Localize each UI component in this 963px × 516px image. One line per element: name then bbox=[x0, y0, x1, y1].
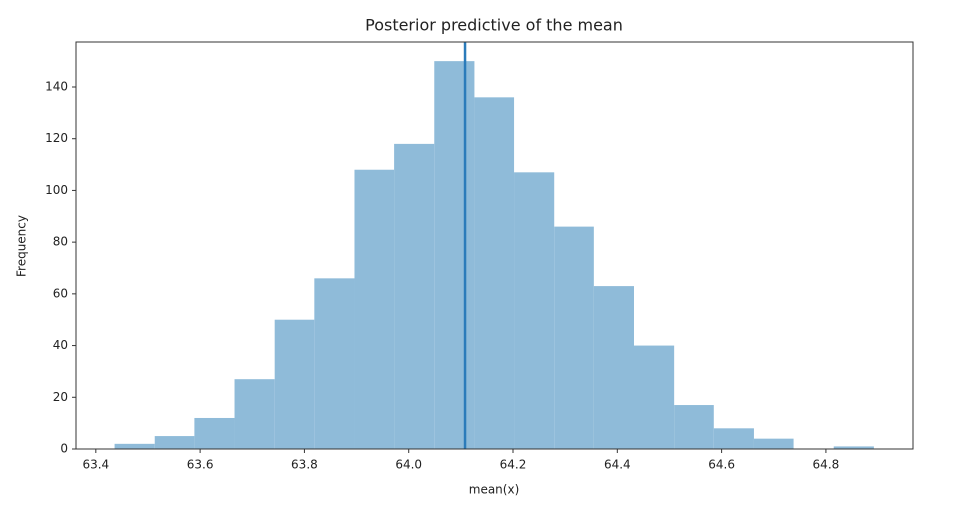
bar bbox=[833, 446, 874, 449]
bar bbox=[593, 286, 634, 449]
y-tick-label: 100 bbox=[45, 183, 68, 197]
x-tick-label: 64.6 bbox=[708, 458, 735, 472]
y-tick-label: 80 bbox=[53, 235, 68, 249]
x-tick-label: 64.2 bbox=[500, 458, 527, 472]
chart-title: Posterior predictive of the mean bbox=[365, 16, 623, 35]
x-axis-label: mean(x) bbox=[469, 483, 520, 497]
bar bbox=[674, 405, 714, 449]
x-tick-label: 63.8 bbox=[291, 458, 318, 472]
y-tick-label: 120 bbox=[45, 131, 68, 145]
bar bbox=[753, 438, 794, 449]
x-tick-label: 64.8 bbox=[813, 458, 840, 472]
bar bbox=[474, 97, 515, 449]
y-tick-label: 20 bbox=[53, 390, 68, 404]
bar bbox=[634, 345, 675, 449]
bar bbox=[713, 428, 754, 449]
y-axis-label: Frequency bbox=[15, 215, 29, 277]
x-tick-label: 64.0 bbox=[395, 458, 422, 472]
bar bbox=[554, 226, 594, 449]
bar bbox=[194, 417, 235, 449]
x-tick-label: 63.6 bbox=[187, 458, 214, 472]
bar bbox=[354, 169, 395, 449]
bar bbox=[314, 278, 355, 449]
y-tick-label: 60 bbox=[53, 286, 68, 300]
bar bbox=[114, 443, 155, 449]
y-tick-label: 40 bbox=[53, 338, 68, 352]
bar bbox=[514, 172, 555, 449]
bar bbox=[234, 379, 275, 449]
x-tick-label: 64.4 bbox=[604, 458, 631, 472]
bar bbox=[274, 319, 315, 449]
bar bbox=[154, 436, 195, 449]
x-tick-label: 63.4 bbox=[82, 458, 109, 472]
plot-frame bbox=[75, 41, 914, 450]
bar bbox=[434, 61, 475, 449]
bar bbox=[394, 143, 435, 450]
y-tick-label: 140 bbox=[45, 79, 68, 93]
y-tick-label: 0 bbox=[60, 442, 68, 456]
